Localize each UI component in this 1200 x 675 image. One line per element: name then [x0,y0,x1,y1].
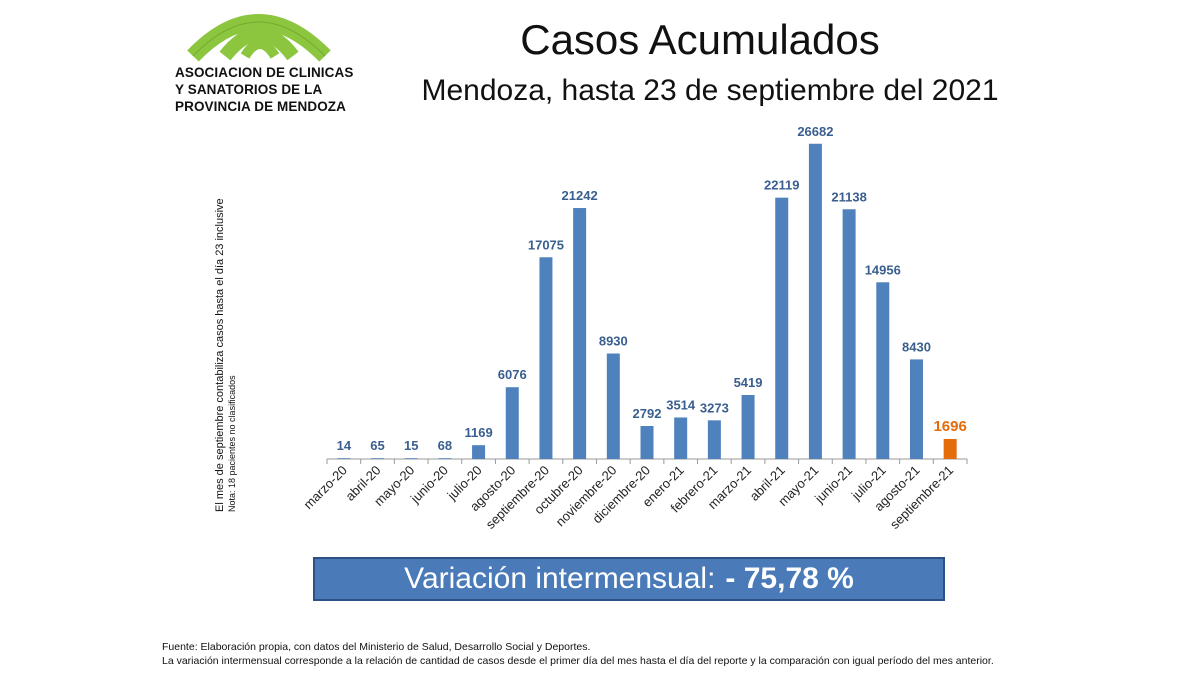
bar [876,282,890,459]
variation-value: - 75,78 % [725,562,854,595]
bar [808,143,822,459]
x-tick-label: junio-20 [407,463,451,507]
data-label: 8930 [599,333,628,348]
logo-line-1: ASOCIACION DE CLINICAS [175,65,354,80]
bar [606,353,620,459]
x-tick-label: junio-21 [811,463,855,507]
association-logo: ASOCIACION DE CLINICAS Y SANATORIOS DE L… [163,0,363,122]
chart-title: Casos Acumulados [520,16,880,63]
data-label: 6076 [498,367,527,382]
data-label: 3273 [700,400,729,415]
variation-label: Variación intermensual: [404,562,716,595]
bar [842,209,856,459]
footer-note: La variación intermensual corresponde a … [162,655,994,667]
data-label: 21138 [831,189,866,204]
data-label: 3514 [666,397,696,412]
footer-source: Fuente: Elaboración propia, con datos de… [162,641,591,653]
bar [438,458,452,459]
data-label: 21242 [562,188,598,203]
logo-line-2: Y SANATORIOS DE LA [175,82,323,97]
data-label: 17075 [528,237,564,252]
bar [337,458,351,459]
data-label: 65 [370,438,384,453]
bar [404,458,418,459]
data-label: 1169 [464,425,492,440]
bar [741,394,755,459]
bar [573,208,587,459]
data-label: 8430 [902,339,931,354]
data-label: 14 [337,438,352,453]
data-label: 22119 [764,178,799,193]
logo-arches-graphic [187,14,331,62]
bar-chart: 14marzo-2065abril-2015mayo-2068junio-201… [301,124,968,532]
data-label: 5419 [734,375,763,390]
bar [640,426,654,459]
bar [505,387,519,459]
data-label: 26682 [797,124,833,139]
x-tick-label: marzo-20 [301,463,350,512]
data-label: 68 [438,438,452,453]
logo-line-3: PROVINCIA DE MENDOZA [175,99,347,114]
bar [943,438,957,459]
bar [472,445,486,459]
logo-text: ASOCIACION DE CLINICAS Y SANATORIOS DE L… [175,64,365,115]
bar [371,458,385,459]
data-label: 2792 [633,406,662,421]
bar [707,420,721,459]
data-label: 1696 [933,418,966,435]
data-label: 15 [404,438,418,453]
bar [909,359,923,459]
bar [539,257,553,459]
data-label: 14956 [865,262,901,277]
footer: Fuente: Elaboración propia, con datos de… [162,640,1162,668]
chart-subtitle: Mendoza, hasta 23 de septiembre del 2021 [421,74,999,107]
variation-banner: Variación intermensual: - 75,78 % [313,557,945,601]
bar [674,417,688,459]
bar [775,197,789,460]
